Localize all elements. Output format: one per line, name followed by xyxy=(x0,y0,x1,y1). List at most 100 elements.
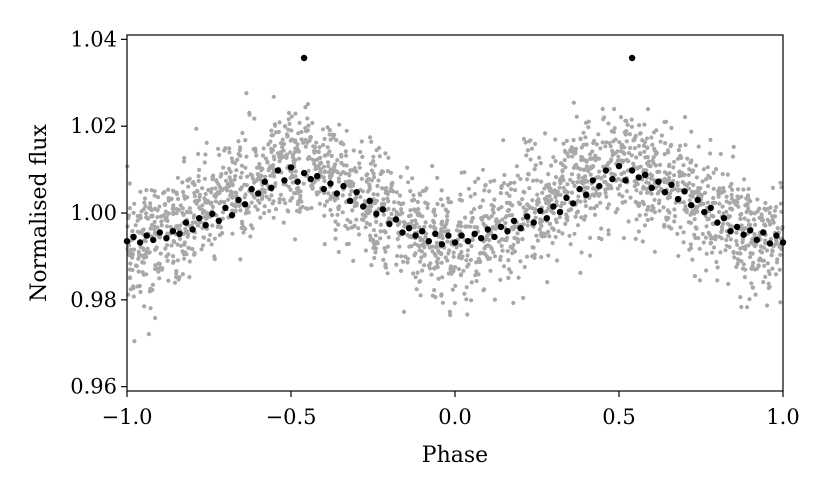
raw-data-point xyxy=(357,165,362,170)
binned-data-point xyxy=(438,241,446,248)
raw-data-point xyxy=(348,168,353,173)
raw-data-point xyxy=(228,189,234,194)
raw-data-point xyxy=(247,110,252,115)
raw-data-point xyxy=(521,189,526,194)
raw-data-point xyxy=(192,199,197,204)
raw-data-point xyxy=(435,261,440,266)
raw-data-point xyxy=(371,192,376,197)
raw-data-point xyxy=(272,174,277,179)
binned-data-point xyxy=(760,229,767,236)
raw-data-point xyxy=(546,172,551,177)
raw-data-point xyxy=(371,240,376,245)
raw-data-point xyxy=(249,200,254,205)
raw-data-point xyxy=(262,188,267,193)
raw-data-point xyxy=(224,171,229,176)
raw-data-point xyxy=(298,193,303,198)
raw-data-point xyxy=(773,241,778,247)
raw-data-point xyxy=(286,110,292,116)
raw-data-point xyxy=(691,182,696,188)
raw-data-point xyxy=(598,200,603,205)
raw-data-point xyxy=(746,218,751,223)
raw-data-point xyxy=(365,189,371,194)
raw-data-point xyxy=(358,149,363,155)
raw-data-point xyxy=(705,217,710,222)
raw-data-point xyxy=(427,245,432,250)
raw-data-point xyxy=(510,251,515,256)
binned-data-point xyxy=(130,233,137,241)
raw-data-point xyxy=(564,138,570,143)
binned-data-point xyxy=(268,184,275,191)
raw-data-point xyxy=(593,187,598,192)
binned-data-point xyxy=(753,236,760,244)
raw-data-point xyxy=(763,241,768,246)
raw-data-point xyxy=(602,174,607,179)
raw-data-point xyxy=(371,171,376,176)
raw-data-point xyxy=(567,233,572,238)
raw-data-point xyxy=(729,196,735,201)
raw-data-point xyxy=(217,152,222,158)
raw-data-point xyxy=(248,234,253,239)
raw-data-point xyxy=(556,229,561,234)
raw-data-point xyxy=(332,195,337,200)
raw-data-point xyxy=(346,182,351,187)
raw-data-point xyxy=(181,189,186,195)
raw-data-point xyxy=(288,198,293,203)
raw-data-point xyxy=(359,176,364,181)
raw-data-point xyxy=(466,186,471,191)
raw-data-point xyxy=(280,137,285,142)
raw-data-point xyxy=(209,186,214,191)
raw-data-point xyxy=(474,269,479,274)
raw-data-point xyxy=(705,200,710,205)
raw-data-point xyxy=(317,201,322,206)
raw-data-point xyxy=(345,217,350,222)
binned-data-point xyxy=(451,239,459,246)
raw-data-point xyxy=(488,268,493,273)
raw-data-point xyxy=(675,231,680,236)
raw-data-point xyxy=(335,158,340,163)
raw-data-point xyxy=(369,168,374,173)
raw-data-point xyxy=(450,287,455,292)
raw-data-point xyxy=(244,183,249,188)
binned-data-point xyxy=(655,178,662,185)
binned-data-point xyxy=(150,236,157,244)
binned-data-point xyxy=(163,235,170,242)
raw-data-point xyxy=(155,225,160,230)
raw-data-point xyxy=(354,203,359,208)
raw-data-point xyxy=(336,179,342,184)
raw-data-point xyxy=(682,172,687,177)
raw-data-point xyxy=(392,200,397,205)
raw-data-point xyxy=(300,204,305,209)
raw-data-point xyxy=(584,185,589,190)
raw-data-point xyxy=(666,150,671,155)
raw-data-point xyxy=(196,174,201,179)
raw-data-point xyxy=(270,201,275,206)
raw-data-point xyxy=(425,205,430,211)
binned-data-point xyxy=(366,197,373,204)
raw-data-point xyxy=(371,228,376,233)
raw-data-point xyxy=(636,203,642,209)
raw-data-point xyxy=(573,214,578,219)
raw-data-point xyxy=(688,242,693,247)
raw-data-point xyxy=(703,235,709,240)
raw-data-point xyxy=(144,215,149,220)
raw-data-point xyxy=(769,253,774,258)
raw-data-point xyxy=(718,250,723,255)
raw-data-point xyxy=(399,254,404,259)
raw-data-point xyxy=(200,243,206,248)
raw-data-point xyxy=(634,217,639,222)
raw-data-point xyxy=(502,172,507,178)
raw-data-point xyxy=(281,220,286,225)
raw-data-point xyxy=(750,241,756,246)
raw-data-point xyxy=(144,249,149,254)
raw-data-point xyxy=(433,213,438,218)
raw-data-point xyxy=(326,164,331,169)
raw-data-point xyxy=(508,201,513,207)
raw-data-point xyxy=(344,153,349,158)
raw-data-point xyxy=(700,231,705,237)
raw-data-point xyxy=(174,211,179,216)
raw-data-point xyxy=(367,222,373,227)
raw-data-point xyxy=(592,206,597,211)
raw-data-point xyxy=(627,132,633,137)
raw-data-point xyxy=(445,214,450,219)
raw-data-point xyxy=(738,246,743,251)
